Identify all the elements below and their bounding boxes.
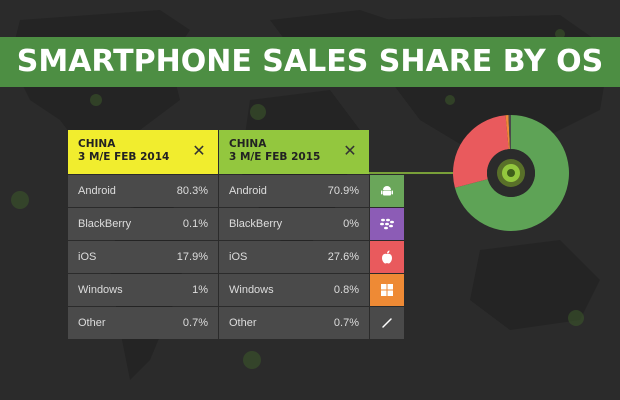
os-name: Other xyxy=(229,317,257,329)
table-row: Windows 1% xyxy=(68,274,218,306)
column-period-2014: 3 M/E FEB 2014 xyxy=(78,151,170,163)
table-row: Android 80.3% xyxy=(68,175,218,207)
table-row: Other 0.7% xyxy=(219,307,369,339)
os-name: Android xyxy=(78,185,116,197)
chart-title: SMARTPHONE SALES SHARE BY OS xyxy=(16,44,604,79)
column-region-2014: CHINA xyxy=(78,138,116,150)
os-name: iOS xyxy=(229,251,248,263)
table-row: iOS 27.6% xyxy=(219,241,369,273)
table-row: BlackBerry 0.1% xyxy=(68,208,218,240)
os-name: Other xyxy=(78,317,106,329)
blackberry-icon xyxy=(370,208,404,240)
column-header-2014: CHINA 3 M/E FEB 2014 ✕ xyxy=(68,130,218,174)
share-value: 0.8% xyxy=(333,284,359,296)
column-2014: CHINA 3 M/E FEB 2014 ✕ Android 80.3% Bla… xyxy=(68,130,218,339)
os-name: Android xyxy=(229,185,267,197)
android-icon xyxy=(370,175,404,207)
windows-icon xyxy=(370,274,404,306)
close-icon[interactable]: ✕ xyxy=(343,141,357,160)
table-row: Windows 0.8% xyxy=(219,274,369,306)
share-value: 27.6% xyxy=(327,251,359,263)
share-value: 70.9% xyxy=(327,185,359,197)
column-2015: CHINA 3 M/E FEB 2015 ✕ Android 70.9% Bla… xyxy=(219,130,369,339)
share-value: 1% xyxy=(192,284,208,296)
share-value: 17.9% xyxy=(176,251,208,263)
share-value: 0% xyxy=(343,218,359,230)
title-band xyxy=(0,37,620,87)
table-row: Android 70.9% xyxy=(219,175,369,207)
os-name: Windows xyxy=(229,284,274,296)
os-name: Windows xyxy=(78,284,123,296)
column-period-2015: 3 M/E FEB 2015 xyxy=(229,151,321,163)
share-value: 0.1% xyxy=(182,218,208,230)
table-row: BlackBerry 0% xyxy=(219,208,369,240)
table-row: iOS 17.9% xyxy=(68,241,218,273)
column-region-2015: CHINA xyxy=(229,138,267,150)
os-name: BlackBerry xyxy=(229,218,283,230)
share-value: 0.7% xyxy=(182,317,208,329)
donut-slice-windows xyxy=(505,115,510,150)
center-marker-ring-2 xyxy=(507,169,515,177)
share-value: 80.3% xyxy=(176,185,208,197)
table-row: Other 0.7% xyxy=(68,307,218,339)
os-name: BlackBerry xyxy=(78,218,132,230)
other-icon xyxy=(370,307,404,339)
os-icon-column xyxy=(370,130,404,339)
donut-slice-android xyxy=(454,115,569,231)
apple-icon xyxy=(370,241,404,273)
close-icon[interactable]: ✕ xyxy=(192,141,206,160)
os-name: iOS xyxy=(78,251,97,263)
donut-slice-other xyxy=(508,115,511,150)
column-header-2015: CHINA 3 M/E FEB 2015 ✕ xyxy=(219,130,369,174)
donut-slice-ios xyxy=(453,115,509,188)
share-value: 0.7% xyxy=(333,317,359,329)
